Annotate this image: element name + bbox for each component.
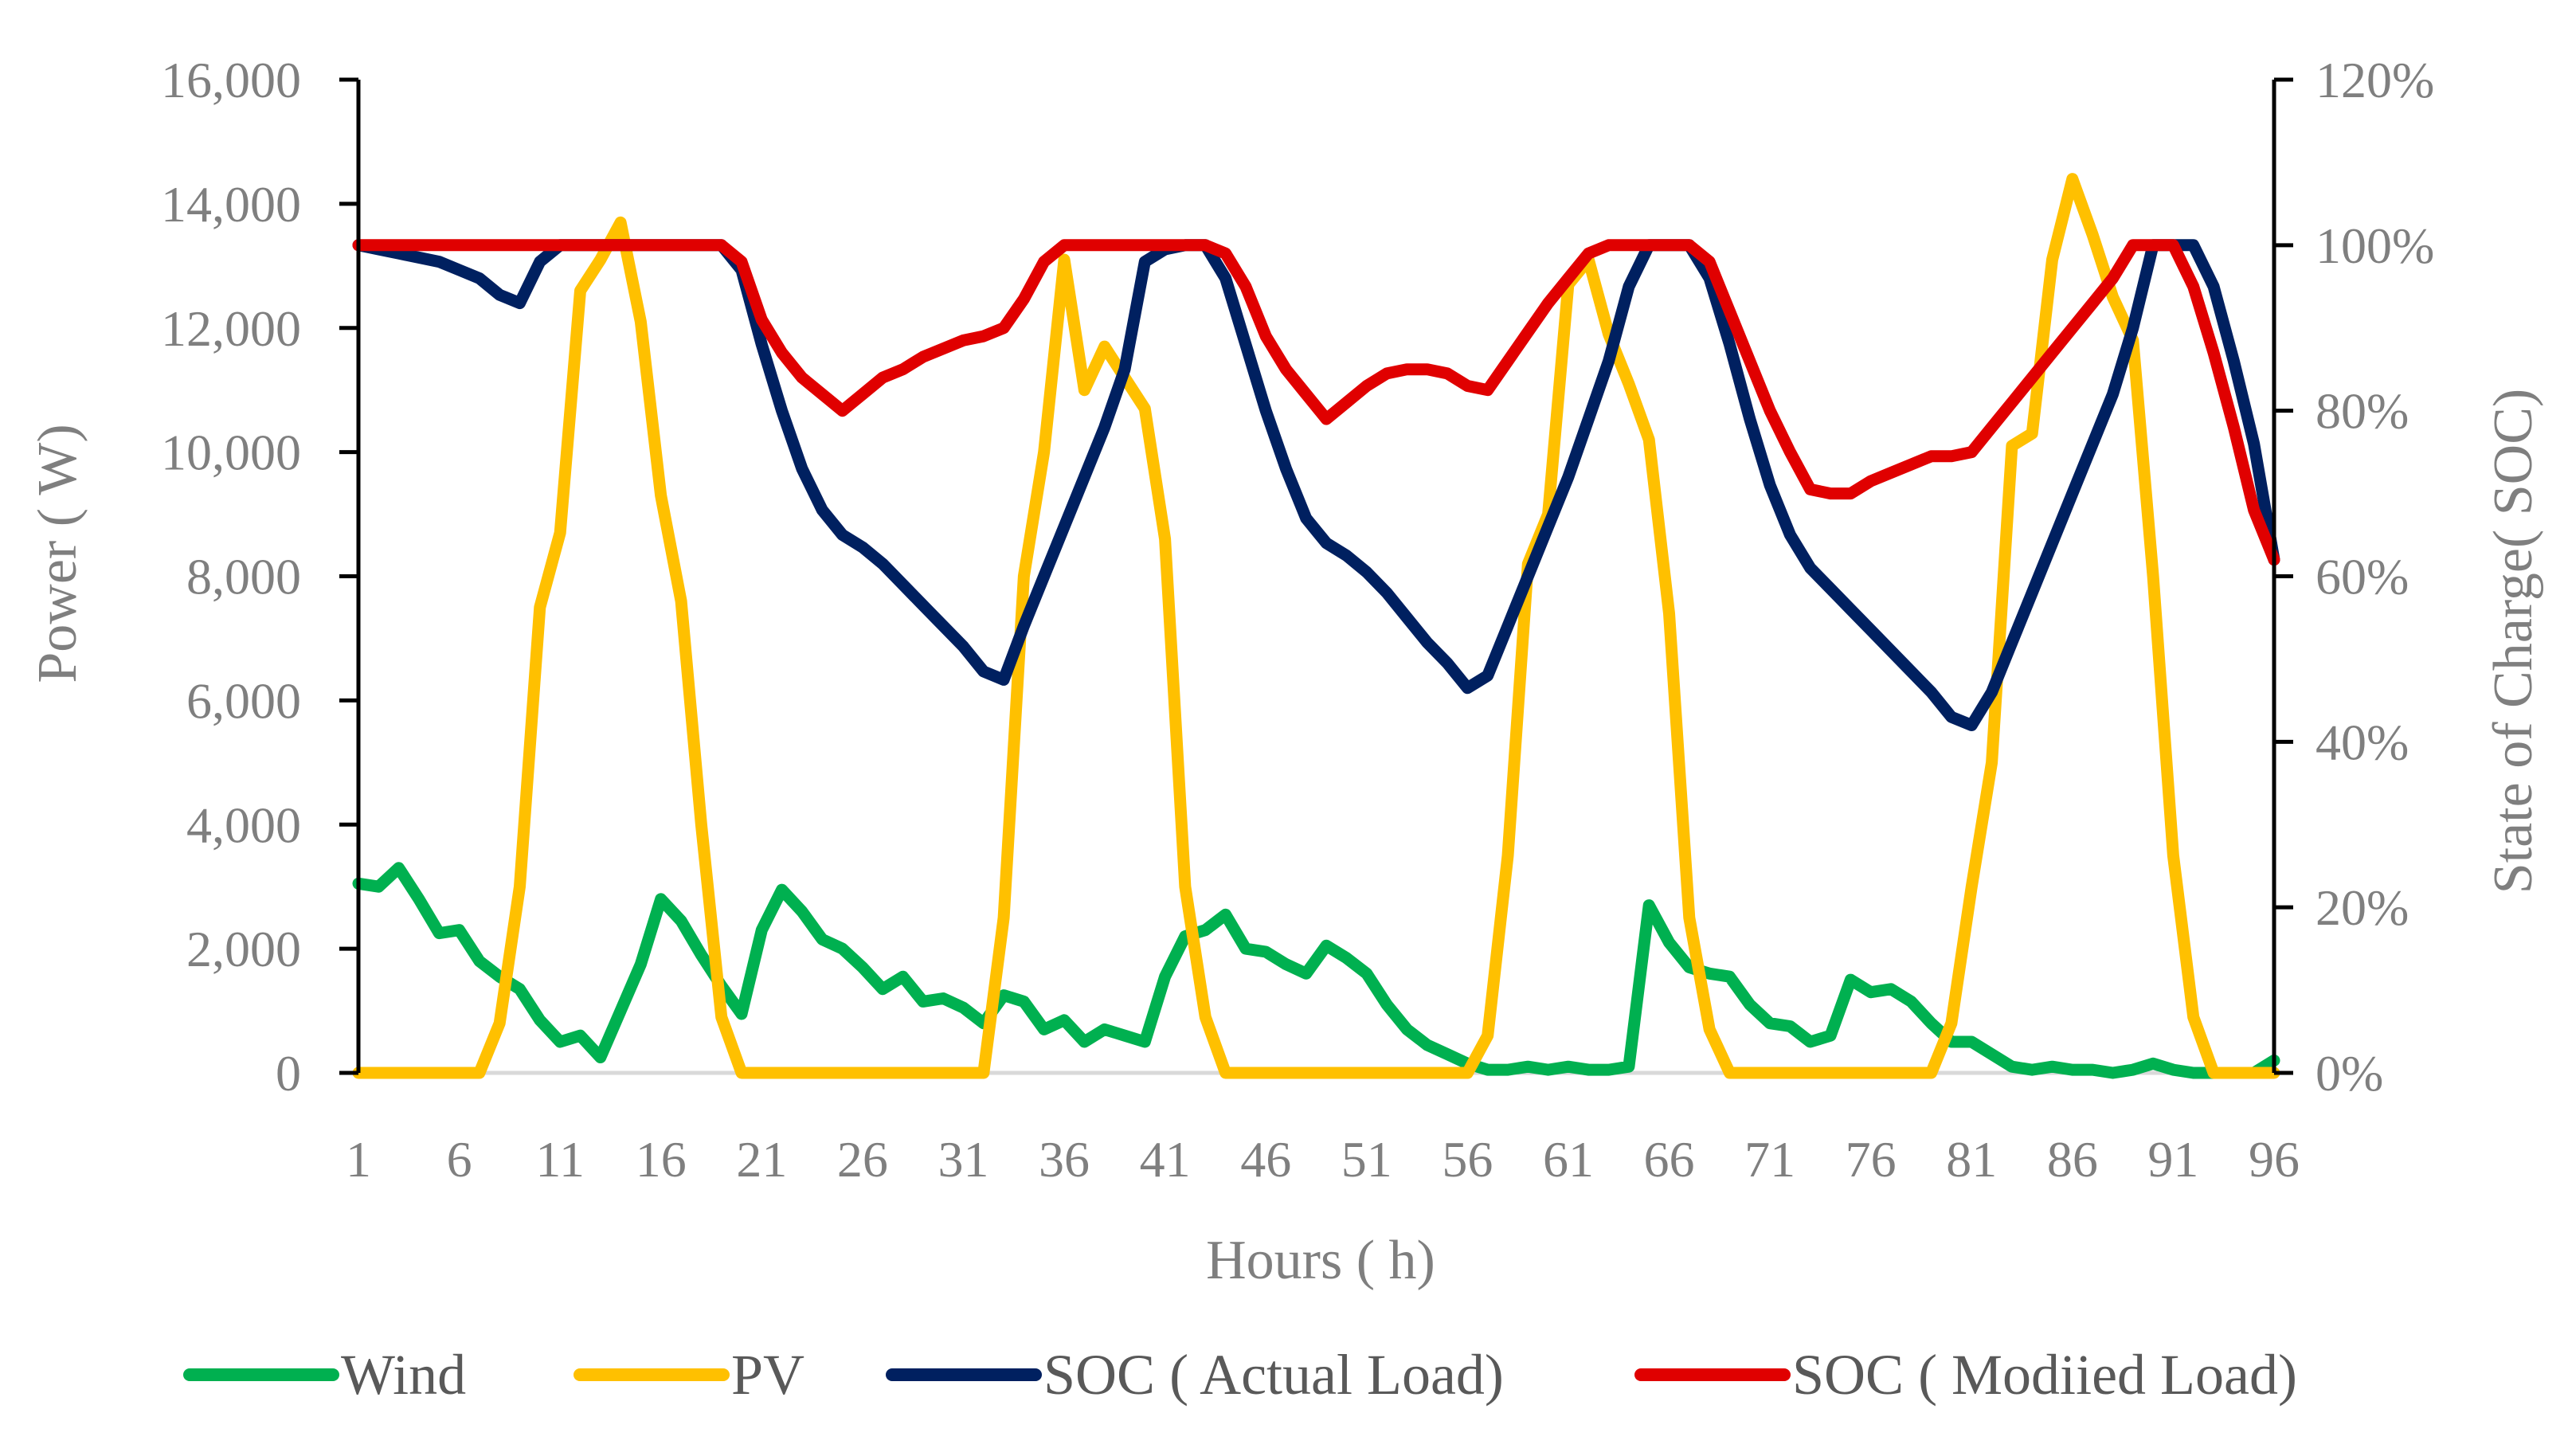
y-tick-label: 12,000	[161, 300, 301, 357]
x-tick-label: 41	[1140, 1131, 1191, 1188]
legend-item-soc-actual: SOC ( Actual Load)	[886, 1343, 1504, 1407]
x-tick-label: 26	[837, 1131, 888, 1188]
x-tick-label: 61	[1543, 1131, 1594, 1188]
x-axis-title: Hours ( h)	[1206, 1230, 1435, 1291]
y2-tick-label: 40%	[2316, 714, 2409, 770]
y-tick-label: 4,000	[186, 796, 301, 853]
series-line-soc-modified	[352, 239, 2280, 566]
legend-label: SOC ( Actual Load)	[1043, 1343, 1504, 1407]
legend-item-wind: Wind	[183, 1343, 466, 1407]
x-tick-label: 6	[447, 1131, 472, 1188]
axes: 0 2,000 4,000 6,000 8,000 10,000 12,000 14,000 1…	[161, 52, 2434, 1188]
x-tick-label: 46	[1240, 1131, 1291, 1188]
x-tick-label: 86	[2047, 1131, 2098, 1188]
x-tick-label: 91	[2147, 1131, 2198, 1188]
y2-tick-label: 100%	[2316, 217, 2434, 274]
legend-label: SOC ( Modiied Load)	[1792, 1343, 2297, 1407]
y2-tick-label: 120%	[2316, 52, 2434, 108]
x-tick-label: 66	[1644, 1131, 1695, 1188]
y2-tick-label: 60%	[2316, 549, 2409, 605]
y2-tick-label: 0%	[2316, 1045, 2383, 1102]
x-tick-label: 51	[1341, 1131, 1392, 1188]
series-line-wind	[352, 862, 2280, 1079]
legend-label: Wind	[341, 1343, 466, 1407]
x-tick-label: 11	[535, 1131, 585, 1188]
y2-tick-label: 80%	[2316, 383, 2409, 440]
legend: Wind PV SOC ( Actual Load) SOC ( Modiied Lo…	[183, 1343, 2297, 1407]
series-line-pv	[352, 173, 2280, 1079]
y-tick-label: 6,000	[186, 672, 301, 729]
legend-item-pv: PV	[573, 1343, 804, 1407]
y-tick-label: 0	[276, 1045, 301, 1102]
x-tick-label: 36	[1039, 1131, 1090, 1188]
x-tick-label: 31	[938, 1131, 988, 1188]
x-tick-label: 71	[1744, 1131, 1795, 1188]
x-tick-label: 76	[1846, 1131, 1897, 1188]
x-tick-label: 81	[1946, 1131, 1997, 1188]
x-tick-label: 1	[346, 1131, 371, 1188]
y2-axis-title: State of Charge( SOC)	[2483, 389, 2544, 894]
x-tick-label: 16	[636, 1131, 687, 1188]
y-tick-label: 16,000	[161, 52, 301, 108]
y-tick-label: 2,000	[186, 921, 301, 977]
legend-label: PV	[731, 1343, 804, 1407]
x-tick-label: 96	[2249, 1131, 2300, 1188]
y-axis-title: Power ( W)	[27, 424, 88, 683]
legend-item-soc-modified: SOC ( Modiied Load)	[1634, 1343, 2297, 1407]
y2-tick-label: 20%	[2316, 879, 2409, 936]
y-tick-label: 10,000	[161, 425, 301, 481]
series-layer	[352, 173, 2280, 1079]
x-tick-label: 56	[1442, 1131, 1493, 1188]
x-tick-label: 21	[736, 1131, 787, 1188]
y-tick-label: 14,000	[161, 176, 301, 233]
y-tick-label: 8,000	[186, 549, 301, 605]
